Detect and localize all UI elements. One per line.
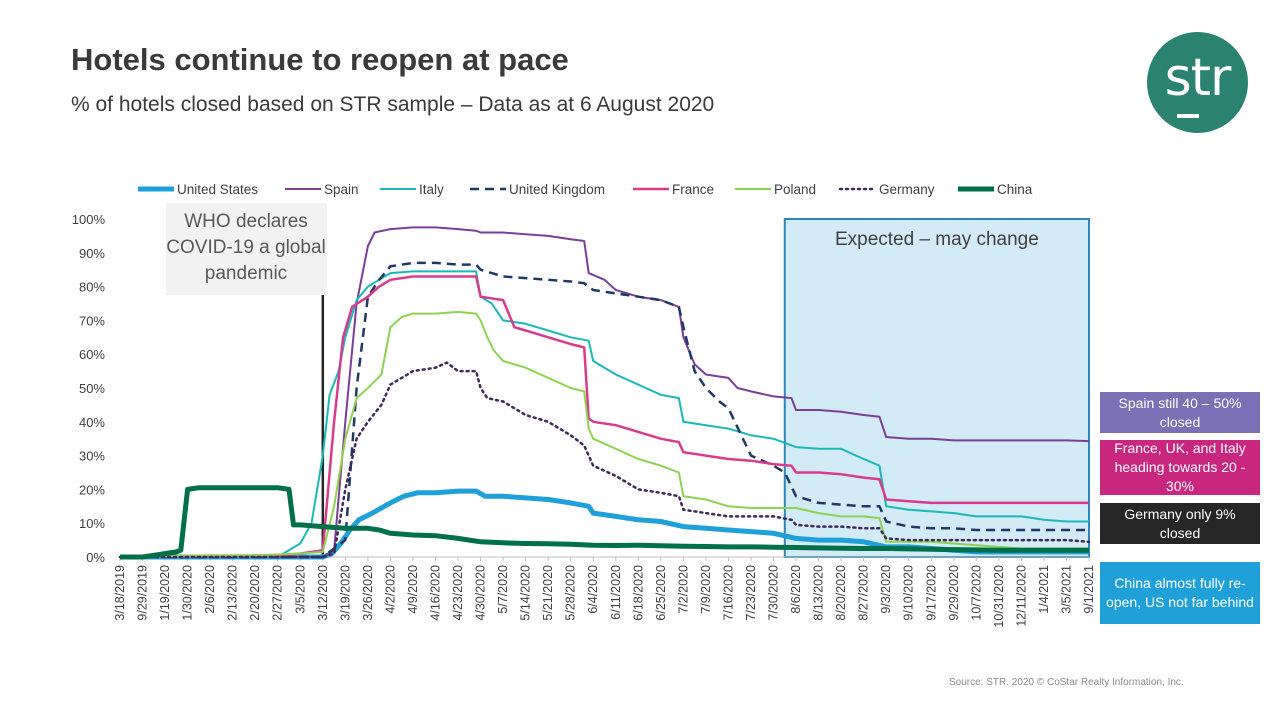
- x-tick-label: 5/21/2020: [541, 565, 555, 621]
- y-tick-label: 80%: [79, 280, 105, 295]
- x-tick-label: 3/19/2020: [338, 565, 352, 621]
- x-tick-label: 1/4/2021: [1037, 565, 1051, 614]
- x-tick-label: 3/18/2019: [113, 565, 127, 621]
- expected-region-label: Expected – may change: [835, 229, 1039, 250]
- x-tick-label: 2/13/2020: [226, 565, 240, 621]
- x-tick-label: 6/18/2020: [631, 565, 645, 621]
- x-tick-label: 5/28/2020: [564, 565, 578, 621]
- callout-france-uk-italy: France, UK, and Italy heading towards 20…: [1100, 440, 1260, 495]
- legend-label: United Kingdom: [509, 182, 605, 197]
- series-line-china: [120, 485, 1089, 560]
- x-tick-label: 4/16/2020: [428, 565, 442, 621]
- x-tick-label: 10/7/2020: [969, 565, 983, 621]
- y-tick-label: 60%: [79, 347, 105, 362]
- source-note: Source: STR. 2020 © CoStar Realty Inform…: [949, 677, 1184, 688]
- x-tick-label: 6/11/2020: [609, 565, 623, 620]
- who-annotation-box: [166, 203, 327, 295]
- x-tick-label: 9/10/2020: [902, 565, 916, 621]
- x-tick-label: 8/20/2020: [834, 565, 848, 621]
- x-tick-label: 7/9/2020: [699, 565, 713, 614]
- x-tick-label: 4/23/2020: [451, 565, 465, 621]
- x-tick-label: 9/17/2020: [924, 565, 938, 621]
- x-tick-label: 3/12/2020: [316, 565, 330, 621]
- legend-label: Italy: [419, 182, 444, 197]
- str-logo-underline: [1177, 114, 1199, 118]
- x-tick-label: 7/30/2020: [767, 565, 781, 621]
- x-tick-label: 8/27/2020: [857, 565, 871, 621]
- y-tick-label: 50%: [79, 381, 105, 396]
- x-tick-label: 9/1/2021: [1082, 565, 1096, 614]
- page-subtitle: % of hotels closed based on STR sample –…: [71, 93, 715, 116]
- x-tick-label: 4/2/2020: [383, 565, 397, 614]
- str-logo: str: [1147, 32, 1248, 133]
- legend-label: France: [672, 182, 714, 197]
- y-tick-label: 90%: [79, 246, 105, 261]
- series-line-france: [119, 275, 1089, 559]
- y-tick-label: 0%: [86, 550, 105, 565]
- who-annotation-text: COVID-19 a global: [166, 237, 325, 258]
- series-line-italy: [120, 270, 1089, 558]
- x-tick-label: 7/2/2020: [676, 565, 690, 614]
- series-line-poland: [119, 310, 1089, 558]
- who-annotation-text: WHO declares: [184, 211, 308, 232]
- callout-germany: Germany only 9% closed: [1100, 503, 1260, 544]
- callout-china-us: China almost fully re-open, US not far b…: [1100, 562, 1260, 624]
- str-logo-text: str: [1164, 48, 1232, 108]
- page-title: Hotels continue to reopen at pace: [71, 42, 569, 77]
- x-tick-label: 3/5/2020: [293, 565, 307, 614]
- x-tick-label: 12/11/2020: [1014, 565, 1028, 627]
- x-tick-label: 3/26/2020: [361, 565, 375, 621]
- callout-spain: Spain still 40 – 50% closed: [1100, 392, 1260, 433]
- x-tick-label: 10/31/2020: [992, 565, 1006, 628]
- y-tick-label: 40%: [79, 415, 105, 430]
- x-tick-label: 8/13/2020: [812, 565, 826, 621]
- x-tick-label: 2/27/2020: [271, 565, 285, 621]
- x-tick-label: 5/7/2020: [496, 565, 510, 614]
- legend-label: Spain: [324, 182, 359, 197]
- y-tick-label: 20%: [79, 482, 105, 497]
- x-tick-label: 7/16/2020: [721, 565, 735, 621]
- x-tick-label: 2/20/2020: [248, 565, 262, 621]
- x-tick-label: 9/3/2020: [879, 565, 893, 614]
- who-annotation-text: pandemic: [205, 263, 287, 284]
- x-tick-label: 9/29/2020: [947, 565, 961, 621]
- x-tick-label: 7/23/2020: [744, 565, 758, 621]
- x-tick-label: 6/4/2020: [586, 565, 600, 614]
- x-tick-label: 5/14/2020: [519, 565, 533, 621]
- y-tick-label: 100%: [72, 212, 106, 227]
- series-line-germany: [118, 361, 1091, 559]
- legend-label: Poland: [774, 182, 816, 197]
- x-tick-label: 8/6/2020: [789, 565, 803, 614]
- y-tick-label: 10%: [79, 516, 105, 531]
- x-tick-label: 9/29/2019: [136, 565, 150, 621]
- x-tick-label: 1/30/2020: [181, 565, 195, 621]
- x-tick-label: 6/25/2020: [654, 565, 668, 621]
- x-tick-label: 4/9/2020: [406, 565, 420, 614]
- legend-label: United States: [177, 182, 258, 197]
- y-tick-label: 70%: [79, 313, 105, 328]
- legend-label: Germany: [879, 182, 935, 197]
- x-tick-label: 4/30/2020: [474, 565, 488, 621]
- y-tick-label: 30%: [79, 449, 105, 464]
- expected-region: [783, 218, 1090, 558]
- series-line-united-kingdom: [120, 261, 1089, 559]
- x-tick-label: 1/19/2020: [158, 565, 172, 621]
- x-tick-label: 2/6/2020: [203, 565, 217, 614]
- legend-label: China: [997, 182, 1033, 197]
- x-tick-label: 3/5/2021: [1059, 565, 1073, 614]
